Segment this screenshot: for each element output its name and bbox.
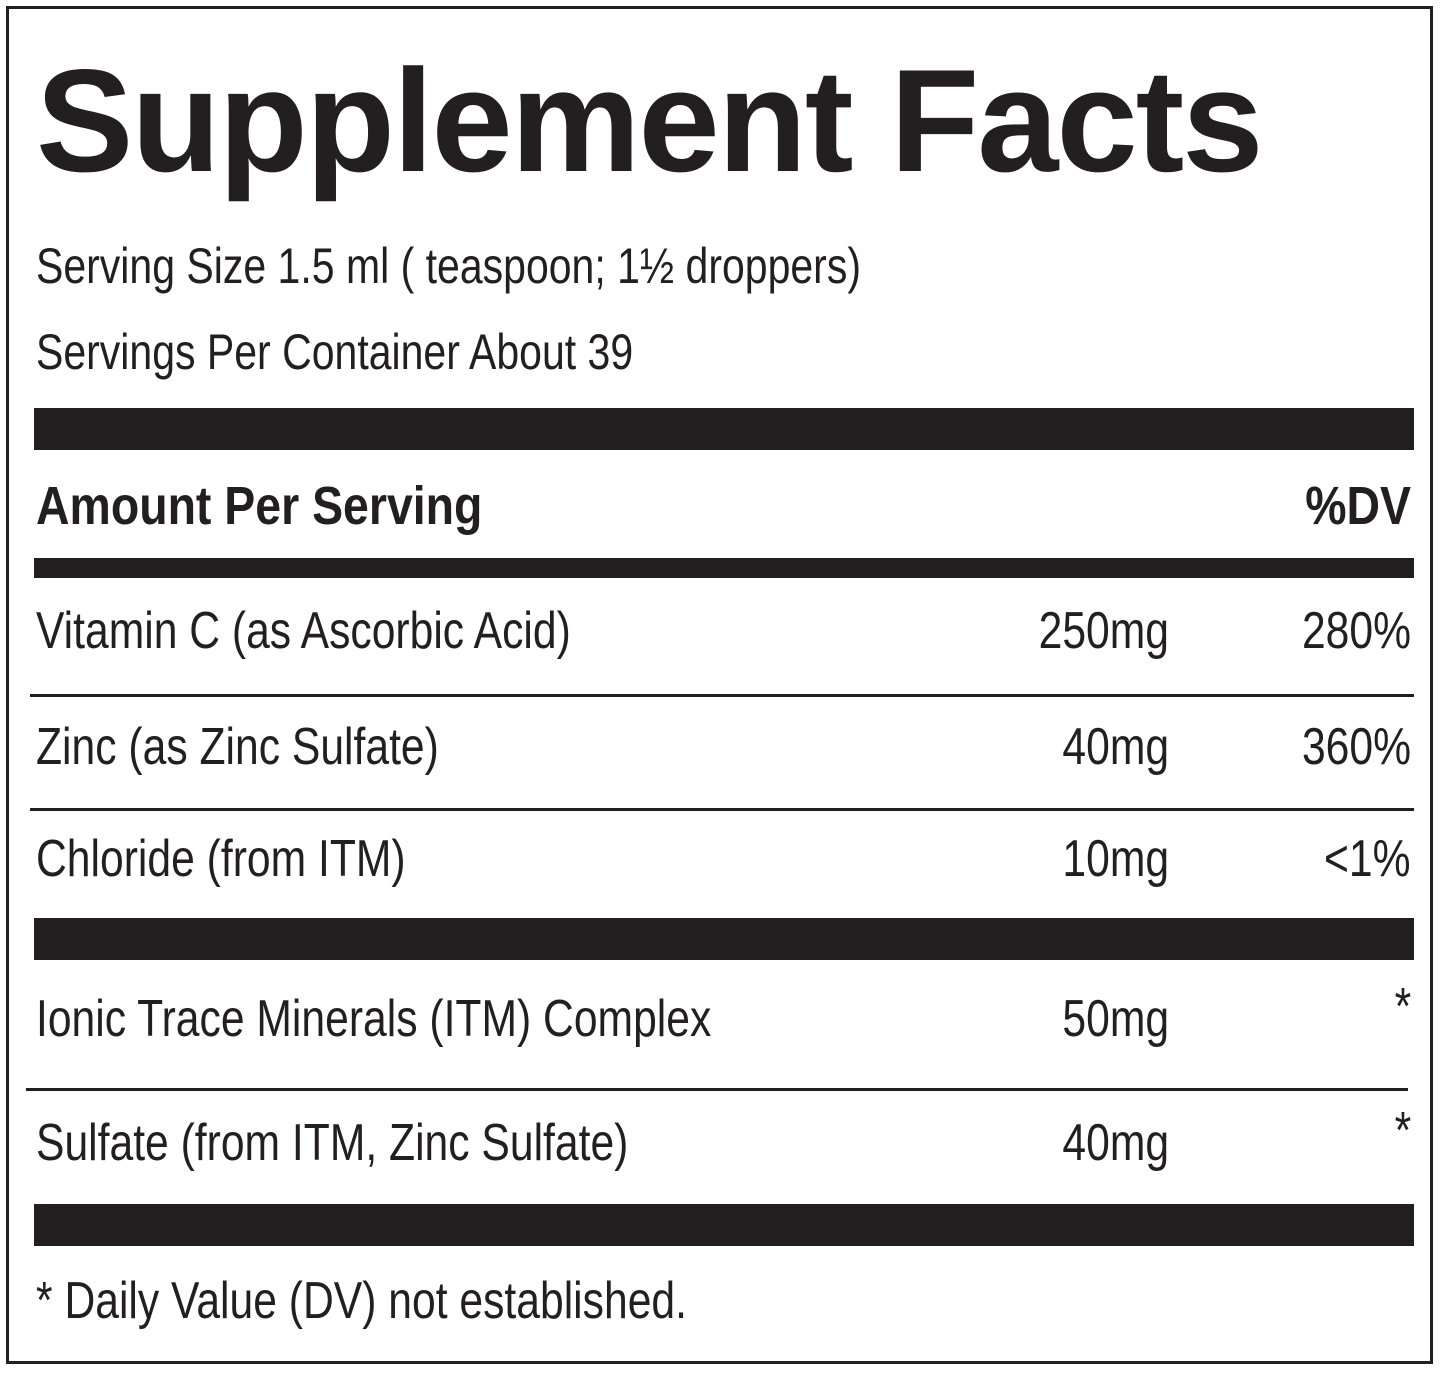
serving-size: Serving Size 1.5 ml ( teaspoon; 1½ dropp…: [36, 238, 861, 294]
nutrient-amount: 40mg: [1062, 718, 1169, 776]
nutrient-amount: 10mg: [1062, 830, 1169, 888]
row-divider: [30, 808, 1414, 811]
thick-divider-middle: [34, 918, 1414, 960]
supplement-facts-panel: [6, 6, 1433, 1364]
ingredient-name: Sulfate (from ITM, Zinc Sulfate): [36, 1114, 629, 1172]
dv-column-label: %DV: [1305, 476, 1411, 536]
nutrient-amount: 250mg: [1038, 602, 1169, 660]
thick-divider-top: [34, 408, 1414, 450]
ingredient-amount: 50mg: [1062, 990, 1169, 1048]
ingredient-amount: 40mg: [1062, 1114, 1169, 1172]
ingredient-name: Ionic Trace Minerals (ITM) Complex: [36, 990, 712, 1048]
amount-per-serving-label: Amount Per Serving: [36, 476, 483, 536]
nutrient-name: Chloride (from ITM): [36, 830, 406, 888]
ingredient-dv-asterisk: *: [1394, 1102, 1411, 1160]
nutrient-dv: 280%: [1301, 602, 1411, 660]
row-divider: [30, 694, 1414, 697]
ingredient-dv-asterisk: *: [1394, 978, 1411, 1036]
servings-per-container: Servings Per Container About 39: [36, 324, 634, 380]
nutrient-dv: <1%: [1324, 830, 1411, 888]
thick-divider-bottom: [34, 1204, 1414, 1246]
nutrient-dv: 360%: [1301, 718, 1411, 776]
row-divider: [26, 1088, 1408, 1091]
medium-divider: [34, 558, 1414, 578]
nutrient-name: Zinc (as Zinc Sulfate): [36, 718, 439, 776]
panel-title: Supplement Facts: [36, 39, 1263, 202]
nutrient-name: Vitamin C (as Ascorbic Acid): [36, 602, 571, 660]
daily-value-footnote: * Daily Value (DV) not established.: [36, 1272, 687, 1330]
